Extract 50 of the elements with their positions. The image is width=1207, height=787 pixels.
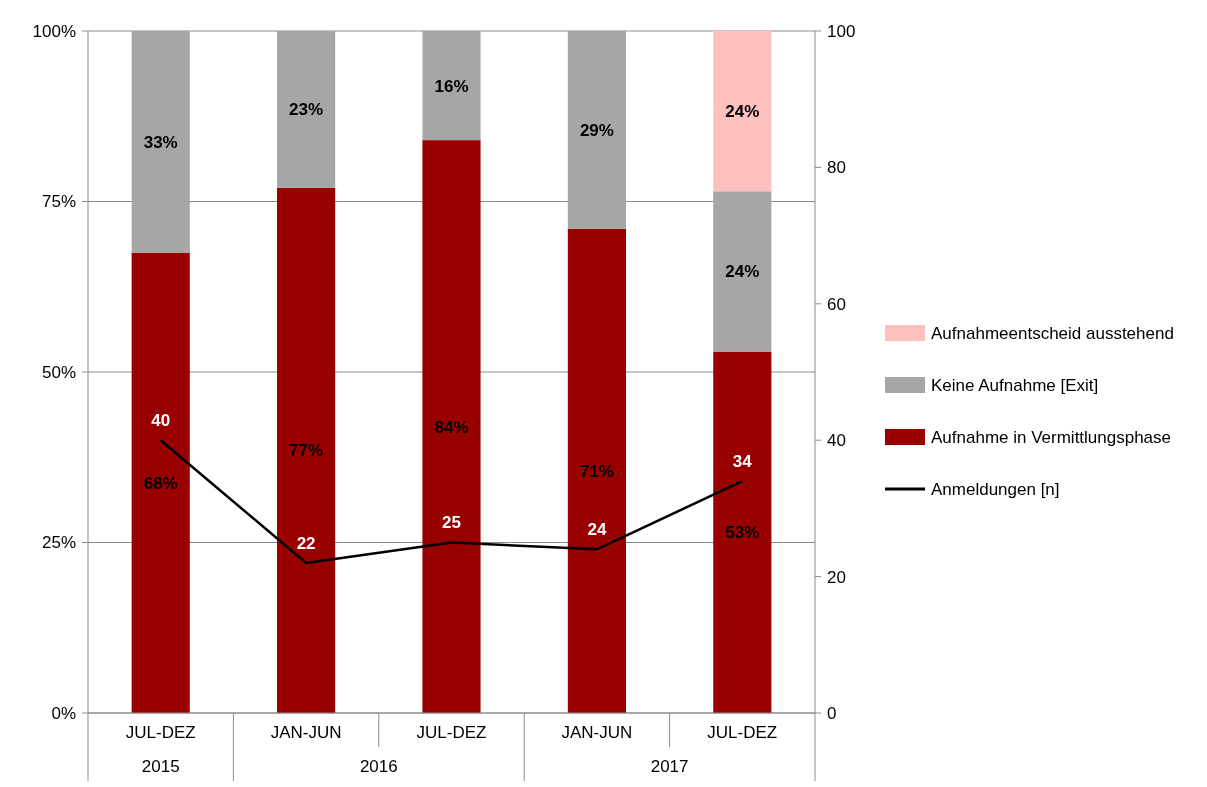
y-tick-label: 100% <box>32 21 76 41</box>
bar <box>277 187 336 713</box>
data-label: 24% <box>725 262 760 282</box>
legend-label: Aufnahmeentscheid ausstehend <box>931 323 1174 343</box>
data-label: 25 <box>442 513 461 533</box>
y-tick-label: 75% <box>41 192 76 212</box>
bar <box>131 31 190 253</box>
y2-tick-label: 40 <box>827 431 846 451</box>
bar <box>567 31 626 229</box>
data-label: 22 <box>296 533 316 553</box>
legend-label: Anmeldungen [n] <box>931 479 1060 499</box>
bar <box>422 140 481 713</box>
x-tick-label: JUL-DEZ <box>416 722 487 742</box>
y2-tick-label: 100 <box>827 21 856 41</box>
data-label: 84% <box>434 417 469 437</box>
data-label: 53% <box>725 523 760 543</box>
x-tick-label: JAN-JUN <box>561 722 633 742</box>
data-label: 16% <box>434 76 469 96</box>
y-tick-label: 25% <box>41 533 76 553</box>
legend-label: Keine Aufnahme [Exit] <box>931 375 1099 395</box>
data-label: 40 <box>151 411 171 431</box>
x-tick-label: JUL-DEZ <box>707 722 778 742</box>
x-tick-label: JAN-JUN <box>270 722 342 742</box>
data-label: 68% <box>143 473 178 493</box>
data-label: 77% <box>289 441 324 461</box>
text: 2017 <box>650 756 689 776</box>
bar <box>277 31 336 188</box>
text: 2016 <box>359 756 398 776</box>
y-tick-label: 0% <box>51 703 76 723</box>
data-label: 71% <box>579 461 614 481</box>
data-label: 23% <box>289 100 324 120</box>
bar <box>422 31 481 141</box>
data-label: 24 <box>587 520 607 540</box>
data-label: 24% <box>725 102 760 122</box>
y2-tick-label: 60 <box>827 294 846 314</box>
text: 2015 <box>141 756 180 776</box>
bar <box>567 228 626 713</box>
x-tick-label: JUL-DEZ <box>125 722 196 742</box>
bar <box>713 351 772 713</box>
y2-tick-label: 0 <box>827 703 837 723</box>
legend-label: Aufnahme in Vermittlungsphase <box>931 427 1172 447</box>
data-label: 29% <box>579 120 614 140</box>
y2-tick-label: 20 <box>827 567 846 587</box>
data-label: 33% <box>143 132 178 152</box>
bar <box>131 252 190 713</box>
bar <box>713 31 772 192</box>
y-tick-label: 50% <box>41 362 76 382</box>
y2-tick-label: 80 <box>827 158 846 178</box>
bar <box>713 191 772 352</box>
data-label: 34 <box>732 452 753 472</box>
